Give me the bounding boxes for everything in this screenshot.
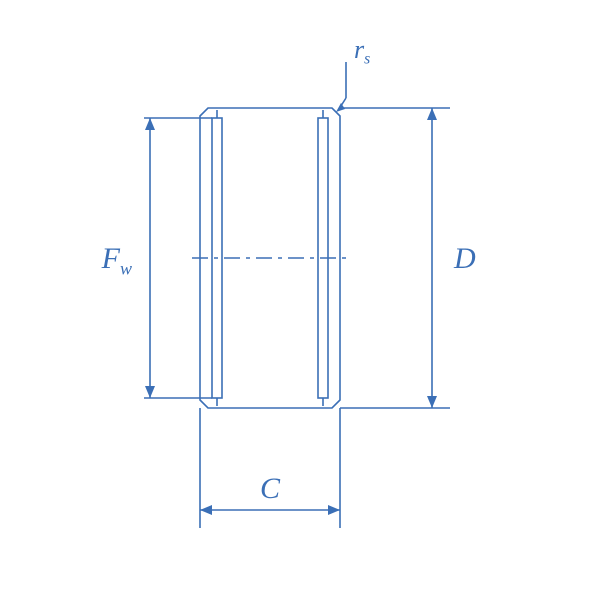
label-C: C: [260, 472, 281, 505]
bearing-diagram: rs Fw D C: [0, 0, 600, 600]
label-Fw: Fw: [101, 242, 132, 279]
label-rs: rs: [354, 35, 370, 68]
label-D: D: [453, 242, 476, 275]
